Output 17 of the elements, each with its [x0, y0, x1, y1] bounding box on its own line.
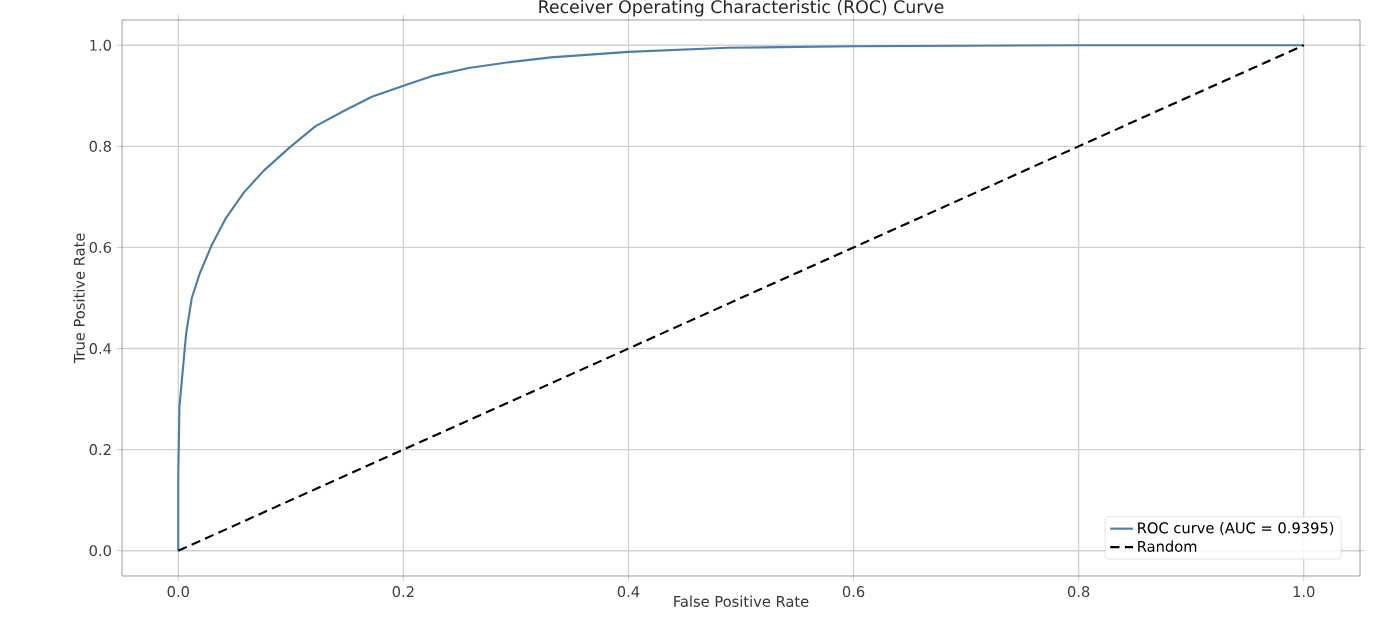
y-tick-label: 0.8: [89, 140, 111, 152]
y-tick-label: 1.0: [90, 39, 111, 51]
x-tick-label: 0.0: [167, 586, 189, 598]
y-tick-label: 0.0: [89, 545, 111, 557]
y-tick-label: 0.2: [89, 444, 111, 456]
legend-label: ROC curve (AUC = 0.9395): [1138, 522, 1334, 536]
legend-label: Random: [1138, 540, 1197, 552]
x-tick-label: 0.8: [1067, 586, 1090, 598]
y-tick-label: 0.4: [89, 343, 112, 355]
x-tick-label: 0.4: [617, 586, 640, 598]
chart-title: Receiver Operating Characteristic (ROC) Curve: [539, 0, 944, 17]
x-tick-label: 1.0: [1293, 586, 1315, 598]
x-axis-title: False Positive Rate: [674, 595, 809, 607]
y-tick-label: 0.6: [89, 241, 112, 253]
x-tick-label: 0.2: [392, 586, 414, 598]
y-axis-title: True Positive Rate: [73, 233, 85, 364]
x-tick-label: 0.6: [842, 586, 865, 598]
